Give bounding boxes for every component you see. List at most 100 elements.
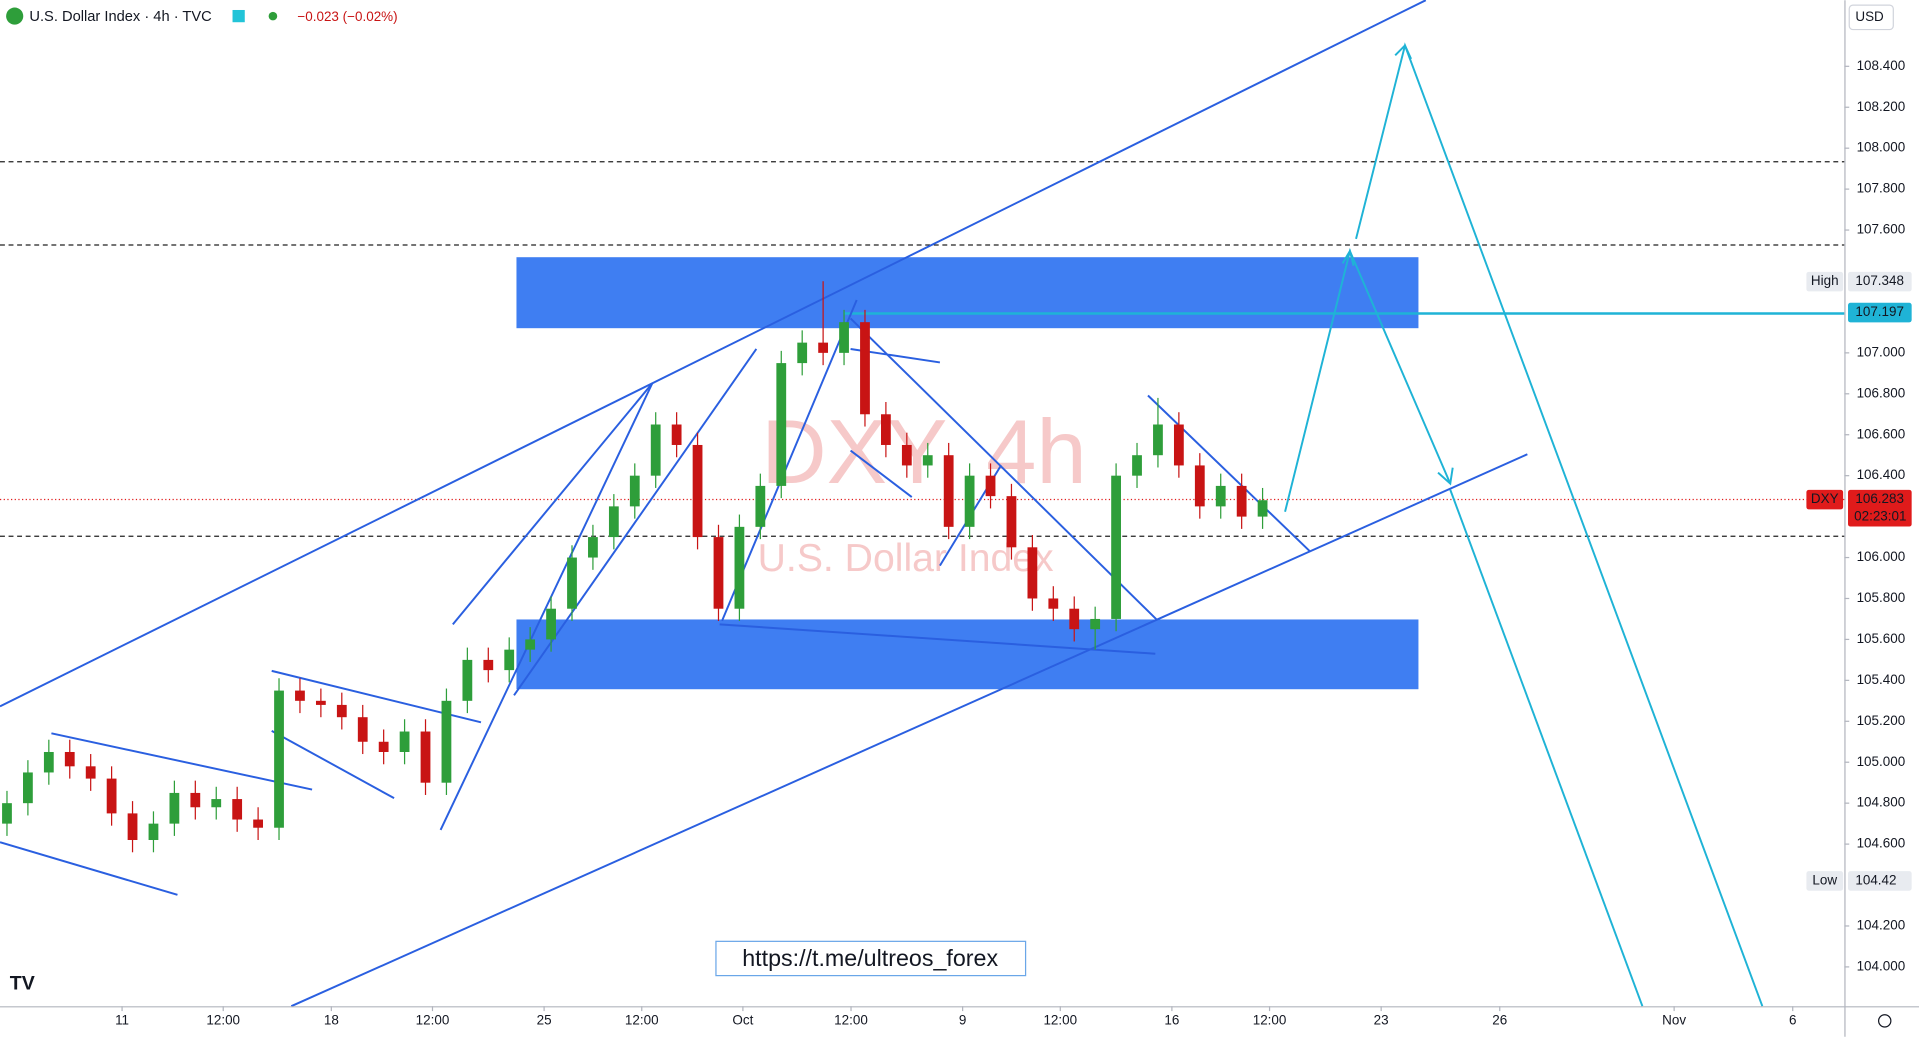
y-tick-label: 104.200 (1857, 918, 1906, 933)
candle-body (190, 792, 201, 808)
candle-body (567, 557, 577, 609)
trend-line (290, 453, 1528, 1008)
y-tick-label: 106.400 (1857, 467, 1906, 482)
candle-body (462, 659, 473, 701)
y-tick-label: 105.000 (1857, 754, 1906, 769)
x-tick-label: 16 (1164, 1012, 1179, 1027)
candle-body (1027, 547, 1038, 599)
candle-body (85, 766, 96, 779)
x-tick-label: Nov (1662, 1012, 1686, 1027)
watermark-name: U.S. Dollar Index (758, 537, 1054, 580)
trend-line (439, 382, 654, 831)
candle-body (692, 444, 703, 538)
candle-body (1236, 485, 1247, 517)
x-tick-label: 11 (115, 1012, 129, 1027)
y-tick-label: 105.200 (1857, 713, 1906, 728)
currency[interactable]: USD (1855, 9, 1884, 24)
candle-body (922, 455, 933, 466)
currency-button[interactable] (1848, 4, 1894, 31)
price-label: 107.348 (1855, 273, 1904, 288)
candle-body (755, 485, 766, 527)
candle-body (525, 639, 536, 650)
candle-body (881, 414, 891, 445)
candle-body (839, 322, 849, 353)
candle-body (860, 322, 870, 415)
trend-line (271, 729, 395, 800)
symbol-title: U.S. Dollar Index · 4h · TVC (29, 9, 212, 25)
price-label-box (1848, 302, 1912, 323)
trend-line (719, 623, 1156, 655)
link-text: https://t.me/ultreos_forex (742, 945, 998, 971)
candle-body (901, 444, 912, 466)
candle-body (1111, 475, 1121, 619)
trend-line (51, 732, 313, 791)
candle-body (43, 751, 54, 773)
trend-line (0, 0, 1427, 708)
settings-icon[interactable] (1878, 1014, 1892, 1028)
candle-body (943, 455, 954, 527)
candle-body (776, 363, 787, 486)
x-tick-label: 12:00 (834, 1012, 868, 1027)
symbol-icon (6, 7, 24, 25)
arrow-head (1341, 248, 1355, 267)
price-tag-box (1806, 489, 1844, 510)
countdown: 02:23:01 (1854, 508, 1906, 523)
candle-body (1173, 424, 1184, 466)
watermark: DXY, 4h U.S. Dollar Index (758, 402, 1087, 580)
annotations (0, 0, 1845, 1008)
candle-body (232, 799, 243, 820)
x-tick-label: 18 (324, 1012, 339, 1027)
candle-body (148, 823, 159, 841)
y-tick-label: 105.400 (1857, 672, 1906, 687)
candles (2, 281, 1268, 853)
y-tick-label: 107.800 (1857, 181, 1906, 196)
x-tick-label: 12:00 (416, 1012, 450, 1027)
candle-body (797, 342, 808, 364)
y-tick-label: 104.000 (1857, 958, 1906, 973)
candle-body (420, 731, 431, 783)
price-label-box (1848, 871, 1912, 891)
status-dot (268, 11, 278, 21)
price-tag: DXY (1811, 491, 1839, 506)
candle-body (1069, 608, 1080, 630)
y-tick-label: 104.600 (1857, 836, 1906, 851)
y-tick-label: 108.200 (1857, 99, 1906, 114)
candle-body (818, 342, 829, 353)
trend-line (0, 841, 178, 896)
candle-body (1215, 485, 1226, 507)
candle-body (1257, 500, 1268, 517)
price-label: 107.197 (1855, 304, 1904, 319)
x-tick-label: 9 (959, 1012, 966, 1027)
candle-body (64, 751, 75, 767)
candle-body (1048, 598, 1059, 609)
y-tick-label: 105.600 (1857, 631, 1906, 646)
candle-body (671, 424, 682, 445)
candle-body (1132, 455, 1142, 476)
y-tick-label: 104.800 (1857, 795, 1906, 810)
candle-body (357, 717, 368, 742)
supply-zone (516, 257, 1419, 329)
candle-body (588, 537, 598, 558)
x-tick-label: 26 (1492, 1012, 1507, 1027)
price-tag: Low (1812, 873, 1837, 888)
price-tag-box (1806, 271, 1844, 292)
candle-body (127, 813, 138, 841)
x-tick-label: Oct (732, 1012, 753, 1027)
candle-body (211, 799, 222, 808)
candle-body (1153, 424, 1163, 456)
flag-icon (232, 9, 245, 23)
candle-body (629, 475, 640, 507)
candle-body (253, 819, 263, 828)
x-tick-label: 25 (537, 1012, 552, 1027)
trend-line (721, 299, 858, 622)
x-tick-label: 12:00 (206, 1012, 240, 1027)
x-tick-label: 12:00 (1253, 1012, 1287, 1027)
candle-body (964, 475, 975, 527)
y-tick-label: 106.000 (1857, 549, 1906, 564)
candle-body (295, 690, 305, 701)
trend-line (452, 382, 654, 625)
projection-path (1449, 489, 1644, 1007)
candle-body (441, 700, 452, 783)
